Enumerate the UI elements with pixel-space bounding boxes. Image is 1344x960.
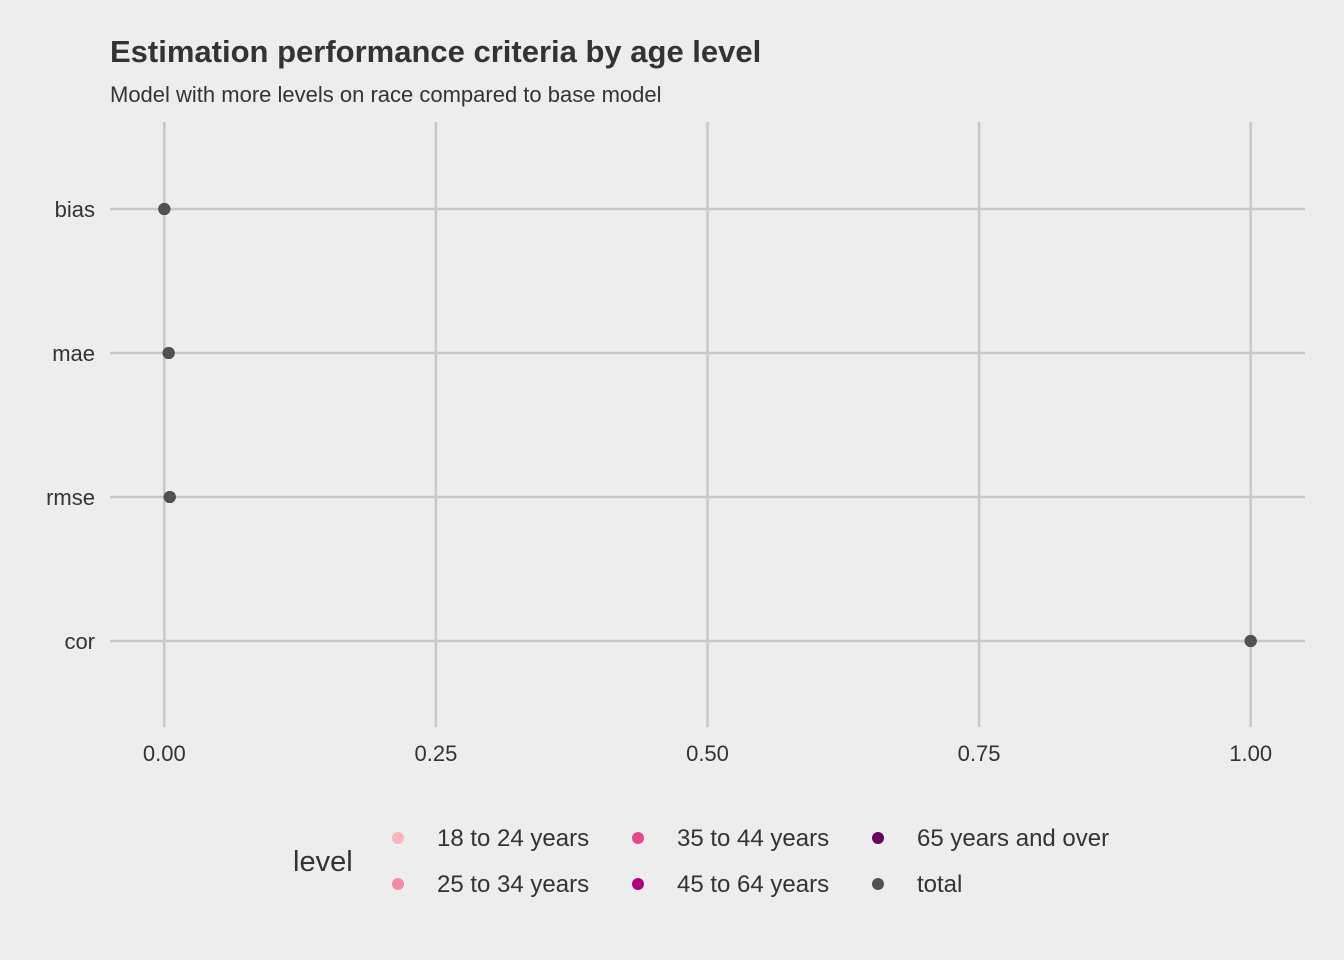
- x-tick-label: 1.00: [1229, 741, 1272, 766]
- legend-key: [872, 878, 884, 890]
- x-tick-label: 0.25: [414, 741, 457, 766]
- data-point: [158, 203, 171, 215]
- grid: [110, 122, 1305, 727]
- y-tick-label: bias: [55, 197, 95, 222]
- x-tick-label: 0.75: [958, 741, 1001, 766]
- chart-title: Estimation performance criteria by age l…: [110, 34, 761, 69]
- legend-label: 25 to 34 years: [437, 871, 589, 898]
- legend-label: total: [917, 871, 962, 898]
- chart-subtitle: Model with more levels on race compared …: [110, 82, 662, 107]
- data-points: [158, 203, 1257, 647]
- x-tick-label: 0.50: [686, 741, 729, 766]
- data-point: [163, 491, 176, 503]
- y-axis-ticks: bias mae rmse cor: [46, 197, 95, 654]
- legend-key: [392, 832, 404, 844]
- legend-key: [632, 878, 644, 890]
- y-tick-label: cor: [64, 629, 95, 654]
- x-tick-label: 0.00: [143, 741, 186, 766]
- legend-label: 18 to 24 years: [437, 825, 589, 852]
- legend-label: 45 to 64 years: [677, 871, 829, 898]
- y-tick-label: mae: [52, 341, 95, 366]
- data-point: [1244, 635, 1257, 647]
- legend-key: [872, 832, 884, 844]
- legend-label: 65 years and over: [917, 825, 1109, 852]
- data-point: [162, 347, 175, 359]
- legend-key: [392, 878, 404, 890]
- legend-key: [632, 832, 644, 844]
- legend-label: 35 to 44 years: [677, 825, 829, 852]
- legend: level 18 to 24 years 25 to 34 years 35 to …: [293, 825, 1109, 898]
- y-tick-label: rmse: [46, 485, 95, 510]
- x-axis-ticks: 0.00 0.25 0.50 0.75 1.00: [143, 741, 1272, 766]
- legend-title: level: [293, 846, 353, 878]
